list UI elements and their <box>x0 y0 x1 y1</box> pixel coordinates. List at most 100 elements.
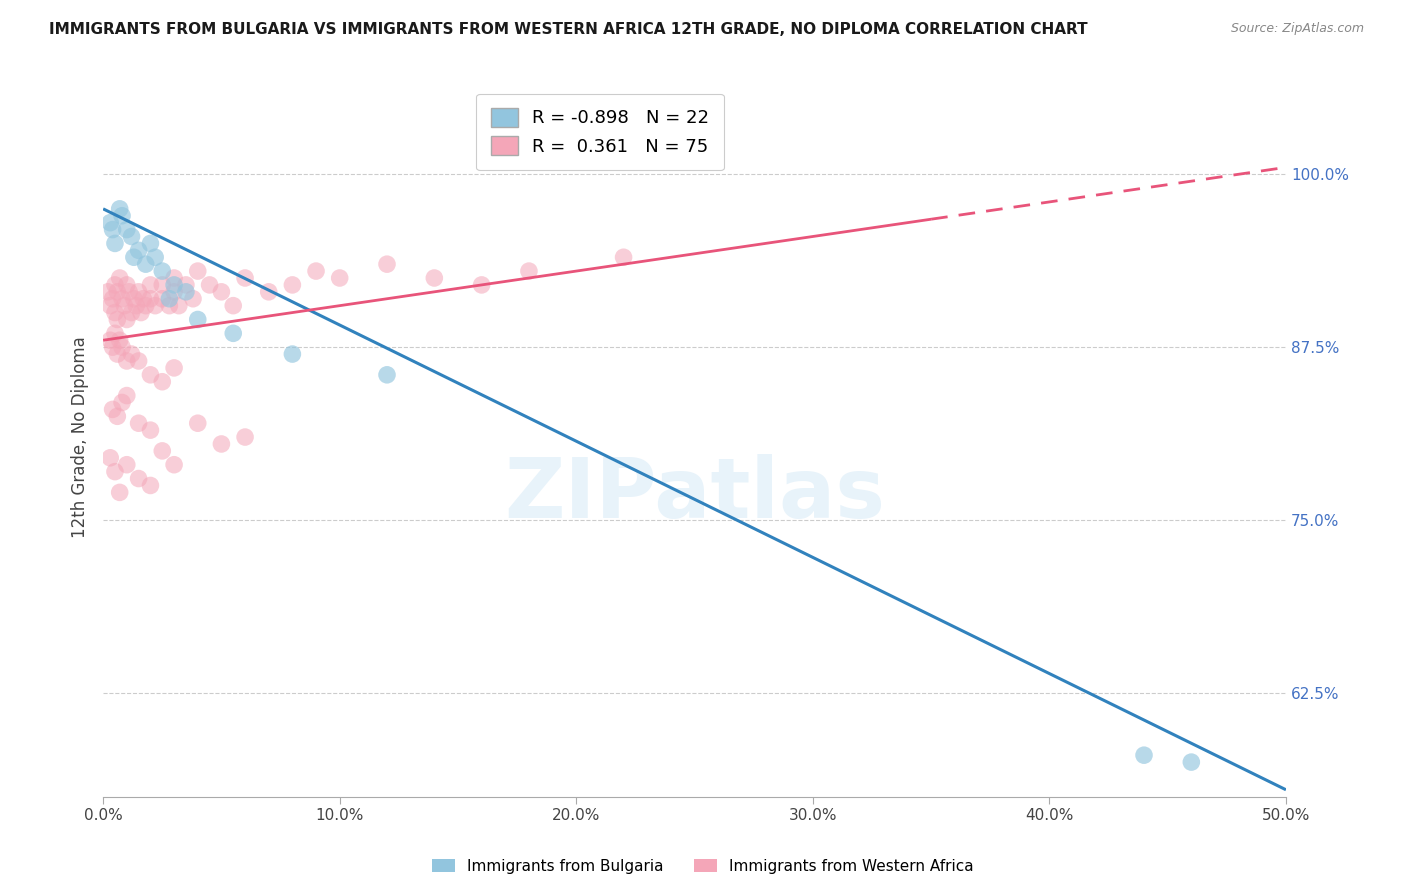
Point <box>125 299 148 313</box>
Text: Source: ZipAtlas.com: Source: ZipAtlas.com <box>1230 22 1364 36</box>
Point <box>150 277 173 292</box>
Point <box>128 471 150 485</box>
Point <box>163 271 186 285</box>
Point <box>157 292 180 306</box>
Point <box>257 285 280 299</box>
Point <box>122 250 145 264</box>
Point <box>1133 748 1156 763</box>
Point <box>281 277 304 292</box>
Point <box>97 285 120 299</box>
Point <box>121 347 143 361</box>
Point <box>121 229 143 244</box>
Point <box>121 305 143 319</box>
Point <box>222 326 245 341</box>
Point <box>423 271 446 285</box>
Point <box>108 485 131 500</box>
Point <box>233 430 256 444</box>
Point <box>104 326 127 341</box>
Point <box>105 409 128 424</box>
Point <box>111 340 134 354</box>
Point <box>139 236 162 251</box>
Text: IMMIGRANTS FROM BULGARIA VS IMMIGRANTS FROM WESTERN AFRICA 12TH GRADE, NO DIPLOM: IMMIGRANTS FROM BULGARIA VS IMMIGRANTS F… <box>49 22 1088 37</box>
Text: ZIPatlas: ZIPatlas <box>503 454 884 535</box>
Point <box>104 236 127 251</box>
Point <box>163 277 186 292</box>
Point <box>111 209 134 223</box>
Point <box>157 299 180 313</box>
Point <box>181 292 204 306</box>
Point <box>198 277 221 292</box>
Point <box>187 312 209 326</box>
Point <box>471 277 494 292</box>
Point <box>281 347 304 361</box>
Point <box>143 250 166 264</box>
Point <box>174 285 197 299</box>
Point <box>122 292 145 306</box>
Point <box>101 292 124 306</box>
Point <box>135 257 157 271</box>
Point <box>222 299 245 313</box>
Point <box>517 264 540 278</box>
Point <box>128 285 150 299</box>
Point <box>115 388 138 402</box>
Point <box>163 458 186 472</box>
Point <box>150 264 173 278</box>
Point <box>105 285 128 299</box>
Point <box>101 222 124 236</box>
Point <box>115 354 138 368</box>
Point <box>128 244 150 258</box>
Point <box>111 395 134 409</box>
Point <box>150 375 173 389</box>
Point <box>375 257 398 271</box>
Point <box>112 299 135 313</box>
Point <box>129 305 152 319</box>
Point <box>375 368 398 382</box>
Point <box>132 292 155 306</box>
Point <box>115 312 138 326</box>
Point <box>209 437 232 451</box>
Point <box>104 465 127 479</box>
Point <box>98 299 121 313</box>
Point <box>1180 755 1202 769</box>
Point <box>174 277 197 292</box>
Legend: Immigrants from Bulgaria, Immigrants from Western Africa: Immigrants from Bulgaria, Immigrants fro… <box>426 853 980 880</box>
Point <box>167 299 190 313</box>
Point <box>108 202 131 216</box>
Point <box>128 354 150 368</box>
Point <box>305 264 328 278</box>
Legend: R = -0.898   N = 22, R =  0.361   N = 75: R = -0.898 N = 22, R = 0.361 N = 75 <box>477 94 724 170</box>
Point <box>108 271 131 285</box>
Point <box>150 292 173 306</box>
Point <box>329 271 352 285</box>
Point <box>233 271 256 285</box>
Point <box>139 478 162 492</box>
Point <box>115 458 138 472</box>
Point <box>105 347 128 361</box>
Point <box>150 443 173 458</box>
Y-axis label: 12th Grade, No Diploma: 12th Grade, No Diploma <box>72 336 89 538</box>
Point <box>187 264 209 278</box>
Point <box>187 416 209 430</box>
Point <box>111 292 134 306</box>
Point <box>98 333 121 347</box>
Point <box>104 305 127 319</box>
Point <box>163 285 186 299</box>
Point <box>118 285 141 299</box>
Point <box>128 416 150 430</box>
Point <box>115 277 138 292</box>
Point <box>135 299 157 313</box>
Point <box>163 360 186 375</box>
Point <box>143 299 166 313</box>
Point <box>98 216 121 230</box>
Point <box>108 333 131 347</box>
Point <box>101 402 124 417</box>
Point <box>115 222 138 236</box>
Point <box>613 250 636 264</box>
Point <box>98 450 121 465</box>
Point <box>101 340 124 354</box>
Point <box>139 368 162 382</box>
Point <box>139 277 162 292</box>
Point <box>209 285 232 299</box>
Point <box>139 292 162 306</box>
Point <box>139 423 162 437</box>
